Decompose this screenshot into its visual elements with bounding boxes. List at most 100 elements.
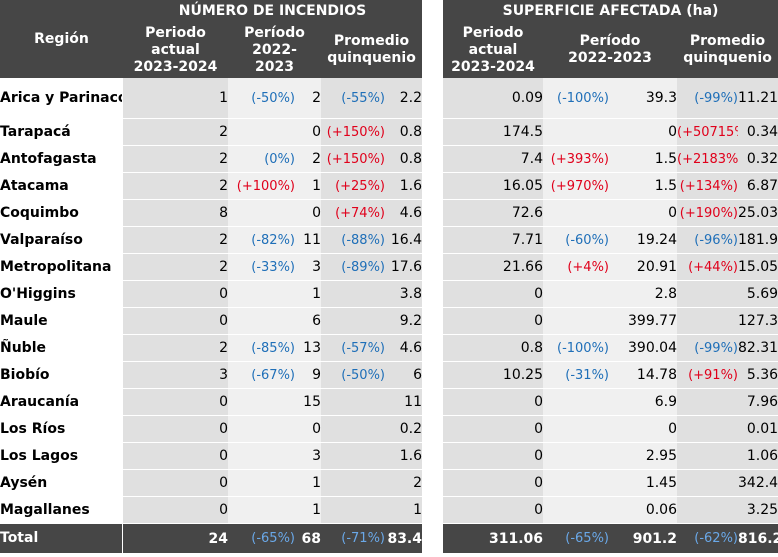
area-current-cell: 0 — [443, 308, 543, 335]
area-avg-pct-cell: (+2183%) — [677, 146, 738, 173]
area-prev-pct-cell: (+393%) — [543, 146, 609, 173]
area-prev-cell: 0.06 — [609, 497, 677, 524]
fires-avg-pct-cell — [321, 389, 385, 416]
fires-current-cell: 2 — [123, 173, 228, 200]
area-current-cell: 21.66 — [443, 254, 543, 281]
fires-prev-pct-cell — [228, 308, 295, 335]
area-prev-pct-cell: (+4%) — [543, 254, 609, 281]
area-prev-pct-cell: (-100%) — [543, 78, 609, 119]
area-avg-pct-cell: (+50715%) — [677, 119, 738, 146]
group-separator — [422, 335, 443, 362]
region-cell: O'Higgins — [0, 281, 123, 308]
total-area-avg-pct: (-62%) — [677, 524, 738, 553]
area-prev-pct-cell: (-60%) — [543, 227, 609, 254]
area-avg-pct-cell — [677, 281, 738, 308]
area-prev-pct-cell — [543, 497, 609, 524]
region-cell: Metropolitana — [0, 254, 123, 281]
group-separator — [422, 497, 443, 524]
table-row: Metropolitana 2 (-33%) 3 (-89%) 17.6 21.66 (+4%… — [0, 254, 778, 281]
fires-avg-cell: 1.6 — [385, 443, 422, 470]
fires-prev-cell: 11 — [295, 227, 321, 254]
group-separator — [422, 470, 443, 497]
area-prev-cell: 0 — [609, 416, 677, 443]
fires-avg-pct-cell — [321, 497, 385, 524]
area-prev-cell: 1.5 — [609, 173, 677, 200]
fires-current-cell: 0 — [123, 470, 228, 497]
area-avg-cell: 3.25 — [738, 497, 778, 524]
area-avg-pct-cell: (-99%) — [677, 78, 738, 119]
total-fires-avg: 83.4 — [385, 524, 422, 553]
area-avg-pct-cell: (-99%) — [677, 335, 738, 362]
total-fires-prev-pct: (-65%) — [228, 524, 295, 553]
region-cell: Coquimbo — [0, 200, 123, 227]
fires-prev-pct-cell — [228, 497, 295, 524]
fires-prev-pct-cell: (-50%) — [228, 78, 295, 119]
fires-avg-pct-cell — [321, 281, 385, 308]
fires-prev-pct-cell — [228, 443, 295, 470]
group-separator — [422, 308, 443, 335]
fires-avg-pct-cell — [321, 416, 385, 443]
total-fires-current: 24 — [123, 524, 228, 553]
fires-avg-cell: 9.2 — [385, 308, 422, 335]
area-prev-cell: 399.77 — [609, 308, 677, 335]
area-avg-cell: 0.32 — [738, 146, 778, 173]
group-separator — [422, 0, 443, 78]
area-prev-pct-cell — [543, 443, 609, 470]
group-separator — [422, 119, 443, 146]
area-current-cell: 0 — [443, 497, 543, 524]
fires-prev-pct-cell — [228, 119, 295, 146]
fires-prev-pct-cell — [228, 281, 295, 308]
area-current-cell: 0 — [443, 389, 543, 416]
group-separator — [422, 524, 443, 553]
fires-prev-pct-cell: (-33%) — [228, 254, 295, 281]
area-avg-pct-cell: (+44%) — [677, 254, 738, 281]
table-row: Coquimbo 8 0 (+74%) 4.6 72.6 0 (+190%) 25.03 — [0, 200, 778, 227]
area-avg-cell: 15.05 — [738, 254, 778, 281]
table-row: Valparaíso 2 (-82%) 11 (-88%) 16.4 7.71 (-60%) 1… — [0, 227, 778, 254]
area-avg-cell: 25.03 — [738, 200, 778, 227]
area-prev-pct-cell — [543, 416, 609, 443]
fires-prev-cell: 3 — [295, 443, 321, 470]
area-avg-cell: 181.93 — [738, 227, 778, 254]
total-fires-avg-pct: (-71%) — [321, 524, 385, 553]
fires-current-cell: 0 — [123, 416, 228, 443]
group-separator — [422, 254, 443, 281]
table-row: Magallanes 0 1 1 0 0.06 3.25 — [0, 497, 778, 524]
table-row: Antofagasta 2 (0%) 2 (+150%) 0.8 7.4 (+393%) 1.5… — [0, 146, 778, 173]
area-prev-pct-cell: (+970%) — [543, 173, 609, 200]
fires-prev-pct-cell — [228, 470, 295, 497]
area-prev-cell: 19.24 — [609, 227, 677, 254]
group-separator — [422, 416, 443, 443]
area-avg-cell: 82.31 — [738, 335, 778, 362]
region-cell: Los Lagos — [0, 443, 123, 470]
fires-current-cell: 2 — [123, 335, 228, 362]
region-cell: Maule — [0, 308, 123, 335]
fires-current-cell: 0 — [123, 281, 228, 308]
fires-prev-cell: 1 — [295, 281, 321, 308]
table-row: Atacama 2 (+100%) 1 (+25%) 1.6 16.05 (+970%) 1.5… — [0, 173, 778, 200]
area-avg-cell: 0.01 — [738, 416, 778, 443]
region-column-header: Región — [0, 0, 123, 78]
group-separator — [422, 200, 443, 227]
fires-avg-cell: 2.2 — [385, 78, 422, 119]
area-current-cell: 16.05 — [443, 173, 543, 200]
fires-current-cell: 0 — [123, 497, 228, 524]
fires-avg-pct-cell — [321, 443, 385, 470]
fires-prev-pct-cell: (+100%) — [228, 173, 295, 200]
total-area-current: 311.06 — [443, 524, 543, 553]
area-current-cell: 0 — [443, 281, 543, 308]
fires-group-header: NÚMERO DE INCENDIOS — [123, 0, 422, 22]
table-body: Arica y Parinacota1(-50%)2(-55%)2.20.09(… — [0, 78, 778, 524]
area-current-cell: 0 — [443, 416, 543, 443]
fires-prev-cell: 6 — [295, 308, 321, 335]
fires-prev-pct-cell: (-82%) — [228, 227, 295, 254]
area-current-cell: 10.25 — [443, 362, 543, 389]
table-row: Arica y Parinacota1(-50%)2(-55%)2.20.09(… — [0, 78, 778, 119]
fires-avg-cell: 6 — [385, 362, 422, 389]
fires-avg-cell: 4.6 — [385, 200, 422, 227]
area-prev-header: Período 2022-2023 — [543, 22, 677, 78]
area-prev-cell: 1.5 — [609, 146, 677, 173]
fires-prev-cell: 2 — [295, 146, 321, 173]
area-avg-pct-cell — [677, 416, 738, 443]
